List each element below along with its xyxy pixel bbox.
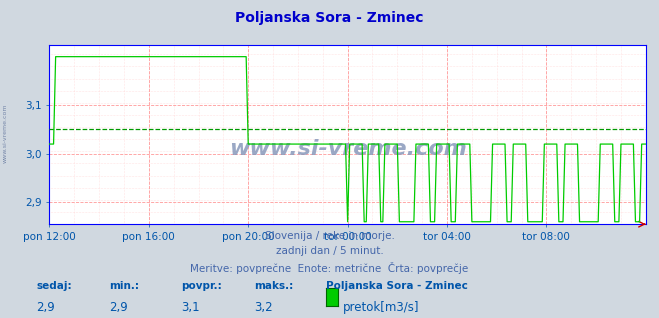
Text: pretok[m3/s]: pretok[m3/s] (343, 301, 419, 314)
Text: povpr.:: povpr.: (181, 281, 222, 291)
Text: 2,9: 2,9 (109, 301, 127, 314)
Text: 3,1: 3,1 (181, 301, 200, 314)
Text: zadnji dan / 5 minut.: zadnji dan / 5 minut. (275, 246, 384, 256)
Text: Slovenija / reke in morje.: Slovenija / reke in morje. (264, 231, 395, 240)
Text: www.si-vreme.com: www.si-vreme.com (229, 139, 467, 159)
Text: min.:: min.: (109, 281, 139, 291)
Text: www.si-vreme.com: www.si-vreme.com (3, 104, 8, 163)
Text: 3,2: 3,2 (254, 301, 272, 314)
Text: Poljanska Sora - Zminec: Poljanska Sora - Zminec (326, 281, 468, 291)
Text: sedaj:: sedaj: (36, 281, 72, 291)
Text: maks.:: maks.: (254, 281, 293, 291)
Text: 2,9: 2,9 (36, 301, 55, 314)
Text: Meritve: povprečne  Enote: metrične  Črta: povprečje: Meritve: povprečne Enote: metrične Črta:… (190, 262, 469, 274)
Text: Poljanska Sora - Zminec: Poljanska Sora - Zminec (235, 11, 424, 25)
